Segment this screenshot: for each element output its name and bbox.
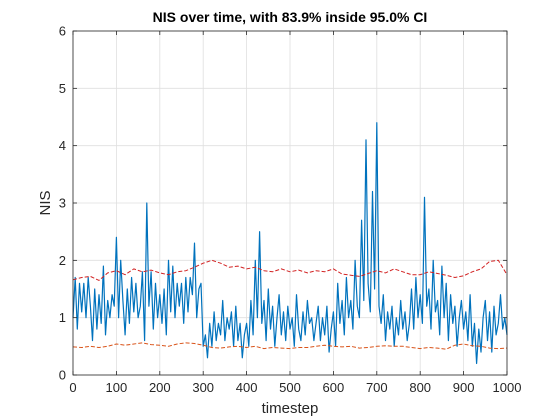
series-line-nis (72, 122, 508, 365)
x-tick-label: 0 (69, 380, 76, 395)
y-tick-label: 2 (59, 253, 66, 268)
y-tick-label: 1 (59, 310, 66, 325)
y-tick-label: 5 (59, 81, 66, 96)
axis-ticks: 0 100 200 300 400 500 600 700 800 900 1000 0 1 2 3 4 5 6 (59, 24, 522, 396)
x-tick-label: 500 (279, 380, 301, 395)
x-tick-label: 200 (149, 380, 171, 395)
x-axis-label: timestep (262, 400, 319, 417)
y-tick-label: 0 (59, 368, 66, 383)
x-tick-label: 900 (453, 380, 475, 395)
series-line-ci-upper (72, 259, 508, 281)
y-tick-label: 4 (59, 138, 66, 153)
x-tick-label: 100 (106, 380, 128, 395)
x-tick-label: 800 (409, 380, 431, 395)
x-tick-label: 700 (366, 380, 388, 395)
y-tick-label: 3 (59, 196, 66, 211)
y-tick-label: 6 (59, 24, 66, 39)
series-line-ci-lower (72, 342, 508, 350)
x-tick-label: 1000 (493, 380, 522, 395)
x-tick-label: 600 (323, 380, 345, 395)
series-layer (72, 122, 508, 365)
y-axis-label: NIS (37, 190, 54, 215)
x-tick-label: 300 (192, 380, 214, 395)
x-tick-label: 400 (236, 380, 258, 395)
chart-title: NIS over time, with 83.9% inside 95.0% C… (153, 9, 428, 25)
